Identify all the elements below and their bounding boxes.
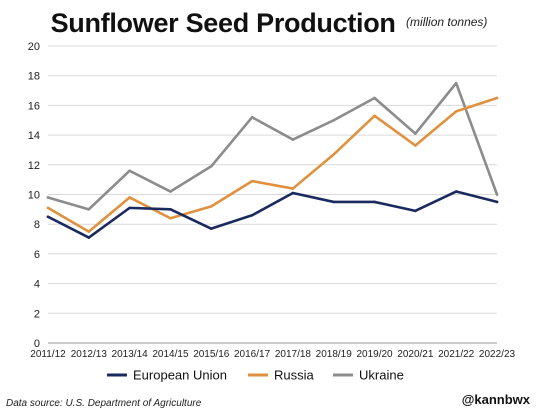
legend-label: European Union bbox=[133, 368, 227, 383]
data-point-ukraine bbox=[495, 193, 499, 196]
data-point-european-union bbox=[169, 208, 172, 211]
data-point-european-union bbox=[46, 215, 50, 219]
data-point-ukraine bbox=[250, 115, 254, 119]
series-lines bbox=[46, 81, 499, 239]
data-point-russia bbox=[414, 144, 417, 147]
x-tick-label: 2014/15 bbox=[152, 349, 189, 360]
x-tick-label: 2015/16 bbox=[193, 349, 230, 360]
data-point-european-union bbox=[414, 209, 417, 213]
data-point-european-union bbox=[209, 227, 213, 230]
title-row: Sunflower Seed Production (million tonne… bbox=[0, 8, 538, 39]
data-point-ukraine bbox=[454, 81, 458, 85]
author-handle: @kannbwx bbox=[461, 392, 530, 407]
data-point-russia bbox=[87, 230, 91, 233]
y-tick-label: 20 bbox=[28, 41, 40, 53]
y-tick-label: 10 bbox=[28, 190, 40, 202]
y-tick-label: 12 bbox=[28, 160, 40, 172]
data-point-ukraine bbox=[128, 169, 131, 173]
legend-label: Ukraine bbox=[359, 368, 404, 383]
data-point-european-union bbox=[87, 236, 91, 239]
data-point-european-union bbox=[291, 191, 295, 195]
data-point-russia bbox=[209, 205, 213, 208]
data-point-ukraine bbox=[373, 96, 376, 100]
x-tick-label: 2013/14 bbox=[112, 349, 149, 360]
data-point-russia bbox=[169, 216, 172, 220]
legend-item-european-union: European Union bbox=[107, 368, 227, 383]
data-point-ukraine bbox=[291, 138, 295, 141]
x-tick-label: 2011/12 bbox=[30, 349, 66, 360]
data-point-russia bbox=[373, 114, 376, 118]
data-point-ukraine bbox=[169, 190, 172, 193]
chart-subtitle: (million tonnes) bbox=[406, 15, 488, 29]
x-tick-label: 2022/23 bbox=[479, 349, 516, 360]
chart-title: Sunflower Seed Production bbox=[50, 8, 396, 38]
data-point-ukraine bbox=[46, 196, 50, 199]
data-source: Data source: U.S. Department of Agricult… bbox=[6, 398, 202, 409]
data-point-european-union bbox=[128, 206, 131, 210]
data-point-european-union bbox=[495, 200, 499, 204]
data-point-european-union bbox=[454, 190, 458, 193]
data-point-ukraine bbox=[87, 208, 91, 211]
data-point-russia bbox=[332, 153, 336, 156]
y-tick-label: 0 bbox=[34, 338, 40, 350]
y-tick-label: 14 bbox=[28, 130, 40, 142]
data-point-ukraine bbox=[332, 118, 336, 122]
data-point-russia bbox=[495, 96, 499, 100]
x-axis-ticks: 2011/12 2012/13 2013/14 2014/15 2015/16 2016/… bbox=[30, 349, 515, 360]
y-tick-label: 4 bbox=[34, 279, 40, 291]
x-tick-label: 2012/13 bbox=[71, 349, 108, 360]
legend-item-ukraine: Ukraine bbox=[333, 368, 404, 383]
x-tick-label: 2021/22 bbox=[438, 349, 475, 360]
y-tick-label: 2 bbox=[34, 308, 40, 320]
series-line-russia bbox=[46, 96, 499, 233]
gridlines bbox=[48, 45, 497, 344]
x-tick-label: 2019/20 bbox=[356, 349, 393, 360]
data-point-russia bbox=[291, 187, 295, 190]
data-point-russia bbox=[128, 196, 131, 199]
y-tick-label: 6 bbox=[34, 249, 40, 261]
y-tick-label: 18 bbox=[28, 71, 40, 83]
data-point-european-union bbox=[373, 200, 376, 204]
y-tick-label: 16 bbox=[28, 100, 40, 112]
y-tick-label: 8 bbox=[34, 219, 40, 231]
data-point-ukraine bbox=[414, 132, 417, 135]
x-tick-label: 2016/17 bbox=[234, 349, 271, 360]
x-tick-label: 2017/18 bbox=[275, 349, 312, 360]
x-tick-label: 2020/21 bbox=[397, 349, 434, 360]
data-point-ukraine bbox=[209, 164, 213, 168]
legend-label: Russia bbox=[274, 368, 315, 383]
data-point-european-union bbox=[250, 213, 254, 217]
data-point-russia bbox=[46, 206, 50, 210]
legend-item-russia: Russia bbox=[248, 368, 315, 383]
data-point-european-union bbox=[332, 200, 336, 204]
x-tick-label: 2018/19 bbox=[316, 349, 353, 360]
y-axis-ticks: 0 2 4 6 8 10 12 14 16 18 20 bbox=[28, 41, 40, 350]
data-point-russia bbox=[454, 110, 458, 113]
legend: European Union Russia Ukraine bbox=[107, 368, 404, 383]
series-line-ukraine bbox=[46, 81, 499, 211]
series-line-european-union bbox=[46, 190, 499, 239]
data-point-russia bbox=[250, 179, 254, 183]
